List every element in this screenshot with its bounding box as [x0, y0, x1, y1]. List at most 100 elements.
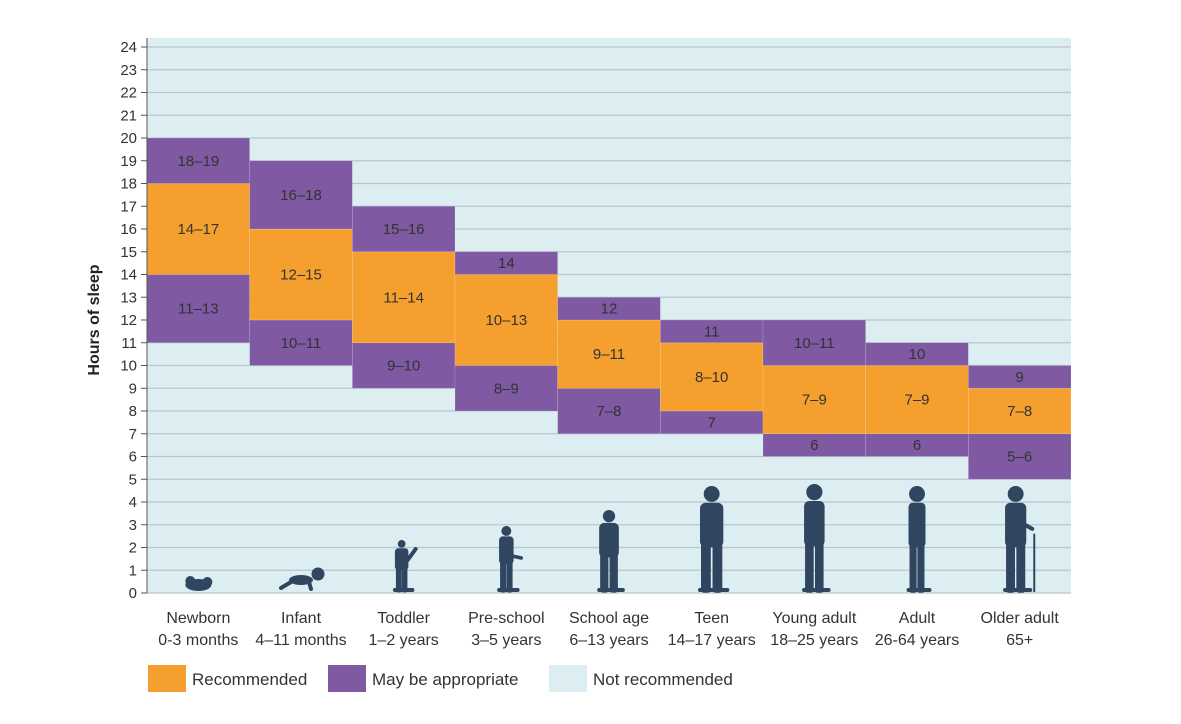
- data-label: 8–9: [494, 380, 519, 397]
- newborn-silhouette-icon: [185, 576, 213, 591]
- y-tick-label: 13: [120, 289, 137, 306]
- bar-group: 7–8 9–11 12: [557, 296, 661, 435]
- young-adult-silhouette-icon: [802, 484, 831, 593]
- data-label: 7: [707, 414, 715, 431]
- y-tick-label: 15: [120, 244, 137, 261]
- y-tick-label: 17: [120, 198, 137, 215]
- y-tick-label: 10: [120, 358, 137, 375]
- y-tick-label: 19: [120, 153, 137, 170]
- bars: 11–13 14–17 18–19 10–11 12–15 16–18 9–10 11–14 1…: [146, 137, 1072, 480]
- data-label: 11–14: [383, 289, 424, 306]
- legend-swatch: [328, 665, 366, 692]
- y-tick-label: 14: [120, 267, 137, 284]
- school-child-silhouette-icon: [597, 510, 625, 593]
- bar-group: 7 8–10 11: [660, 319, 764, 435]
- data-label: 15–16: [383, 221, 425, 238]
- bar-group: 11–13 14–17 18–19: [146, 137, 250, 344]
- x-axis-categories: Newborn 0-3 months Infant 4–11 months Toddle…: [158, 610, 1059, 649]
- data-label: 12: [601, 301, 618, 318]
- category-label: Newborn: [166, 610, 230, 627]
- category-age-label: 4–11 months: [255, 632, 346, 649]
- category-age-label: 18–25 years: [770, 632, 858, 649]
- y-tick-label: 12: [120, 312, 137, 329]
- category-label: Adult: [899, 610, 936, 627]
- y-tick-label: 1: [129, 562, 137, 579]
- data-label: 10–11: [281, 335, 322, 352]
- bar-segment-recommended: [352, 251, 456, 344]
- older-adult-silhouette-icon: [1003, 486, 1036, 593]
- bar-segment-recommended: [865, 365, 969, 435]
- legend-item-not-recommended: Not recommended: [549, 665, 733, 692]
- bar-group: 10–11 12–15 16–18: [249, 160, 353, 366]
- bar-group: 9–10 11–14 15–16: [352, 205, 456, 389]
- bar-segment-may-be-appropriate: [249, 319, 353, 366]
- category-label: Pre-school: [468, 610, 544, 627]
- bar-segment-recommended: [454, 274, 558, 366]
- bar-segment-may-be-appropriate: [968, 433, 1072, 480]
- bar-segment-may-be-appropriate: [352, 205, 456, 253]
- y-tick-label: 6: [129, 449, 137, 466]
- legend: Recommended May be appropriate Not recomme…: [148, 665, 733, 692]
- data-label: 7–9: [802, 392, 827, 409]
- data-label: 6: [913, 437, 921, 454]
- bar-group: 5–6 7–8 9: [968, 365, 1072, 480]
- y-tick-label: 3: [129, 517, 137, 534]
- y-tick-label: 21: [120, 107, 137, 124]
- y-tick-label: 4: [129, 494, 137, 511]
- y-axis-label: Hours of sleep: [86, 264, 103, 375]
- data-label: 5–6: [1007, 449, 1032, 466]
- data-label: 18–19: [177, 153, 219, 170]
- y-tick-label: 18: [120, 176, 137, 193]
- y-tick-label: 16: [120, 221, 137, 238]
- silhouettes: [185, 484, 1036, 593]
- y-tick-label: 20: [120, 130, 137, 147]
- data-label: 11: [704, 323, 720, 340]
- data-label: 8–10: [695, 369, 728, 386]
- teen-silhouette-icon: [698, 486, 730, 593]
- y-tick-label: 7: [129, 426, 137, 443]
- legend-label: Not recommended: [593, 670, 733, 689]
- toddler-silhouette-icon: [392, 540, 418, 593]
- data-label: 10–13: [485, 312, 527, 329]
- data-label: 9: [1015, 369, 1023, 386]
- bar-segment-recommended: [249, 228, 353, 321]
- bar-segment-recommended: [557, 319, 661, 389]
- category-label: Infant: [281, 610, 322, 627]
- y-tick-label: 8: [129, 403, 137, 420]
- bar-segment-recommended: [660, 342, 764, 412]
- y-tick-label: 22: [120, 85, 137, 102]
- bar-segment-may-be-appropriate: [454, 365, 558, 412]
- data-label: 6: [810, 437, 818, 454]
- category-label: Teen: [694, 610, 729, 627]
- category-age-label: 65+: [1006, 632, 1033, 649]
- category-age-label: 14–17 years: [668, 632, 756, 649]
- category-age-label: 0-3 months: [158, 632, 238, 649]
- bar-group: 8–9 10–13 14: [454, 251, 558, 412]
- category-age-label: 3–5 years: [471, 632, 541, 649]
- category-age-label: 1–2 years: [369, 632, 439, 649]
- y-tick-label: 0: [129, 585, 137, 602]
- category-age-label: 26-64 years: [875, 632, 960, 649]
- data-label: 11–13: [178, 301, 219, 318]
- data-label: 10: [909, 346, 926, 363]
- infant-silhouette-icon: [279, 567, 325, 591]
- legend-swatch: [549, 665, 587, 692]
- data-label: 9–10: [387, 358, 420, 375]
- data-label: 16–18: [280, 187, 322, 204]
- bar-segment-may-be-appropriate: [968, 365, 1072, 389]
- y-tick-label: 5: [129, 471, 137, 488]
- legend-swatch: [148, 665, 186, 692]
- preschooler-silhouette-icon: [497, 526, 524, 593]
- y-tick-label: 24: [120, 39, 137, 56]
- legend-label: May be appropriate: [372, 670, 518, 689]
- bar-segment-recommended: [762, 365, 866, 435]
- bar-segment-may-be-appropriate: [865, 342, 969, 366]
- category-label: School age: [569, 610, 649, 627]
- bar-segment-may-be-appropriate: [454, 251, 558, 275]
- y-tick-label: 2: [129, 540, 137, 557]
- legend-item-recommended: Recommended: [148, 665, 307, 692]
- data-label: 9–11: [593, 346, 625, 363]
- bar-segment-may-be-appropriate: [352, 342, 456, 389]
